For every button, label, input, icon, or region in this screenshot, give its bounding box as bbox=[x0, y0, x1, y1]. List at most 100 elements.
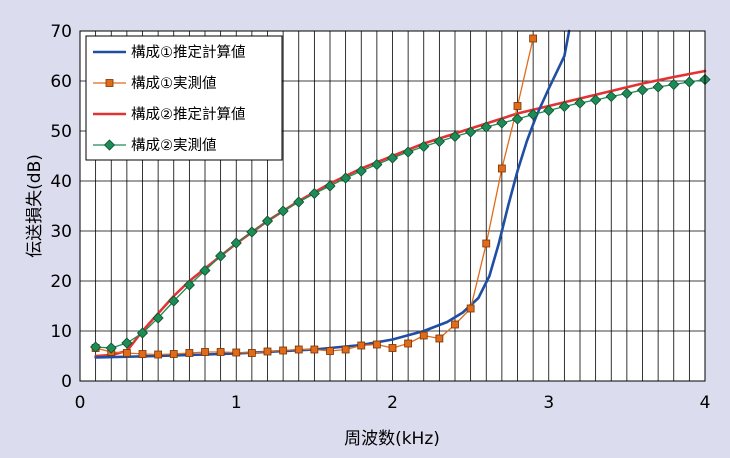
data-point bbox=[386, 152, 399, 164]
x-tick-label: 2 bbox=[387, 393, 398, 413]
data-point bbox=[621, 87, 633, 100]
data-point bbox=[404, 339, 413, 348]
y-tick-labels: 0 10 20 30 40 50 60 70 bbox=[50, 22, 72, 392]
data-point bbox=[465, 126, 477, 138]
data-point bbox=[497, 164, 506, 173]
y-tick-label: 10 bbox=[50, 322, 72, 342]
x-tick-label: 1 bbox=[231, 393, 242, 413]
legend-item: 構成②推定計算値 bbox=[93, 106, 246, 123]
data-point bbox=[277, 205, 289, 217]
data-point bbox=[326, 347, 334, 355]
data-point bbox=[324, 180, 336, 192]
x-tick-label: 0 bbox=[75, 393, 86, 413]
data-point bbox=[511, 113, 524, 125]
data-point bbox=[152, 312, 164, 324]
data-point bbox=[341, 345, 350, 354]
data-point bbox=[216, 348, 225, 356]
data-point bbox=[232, 348, 241, 357]
data-point bbox=[388, 344, 397, 352]
data-point bbox=[466, 304, 475, 313]
data-point bbox=[122, 349, 131, 357]
data-point bbox=[480, 121, 492, 133]
series-2 bbox=[91, 34, 538, 359]
data-point bbox=[636, 84, 649, 96]
data-point bbox=[185, 349, 194, 357]
data-point bbox=[308, 187, 320, 200]
data-point bbox=[451, 320, 459, 329]
data-point bbox=[261, 215, 274, 227]
series-layer bbox=[90, 29, 711, 359]
data-point bbox=[199, 264, 211, 277]
data-point bbox=[154, 350, 163, 359]
data-point bbox=[169, 350, 178, 358]
data-point bbox=[402, 146, 414, 158]
data-point bbox=[435, 334, 444, 343]
legend-item: 構成②実測値 bbox=[93, 137, 217, 154]
data-point bbox=[121, 337, 133, 349]
x-tick-labels: 0 1 2 3 4 bbox=[75, 393, 711, 413]
data-point bbox=[310, 345, 319, 354]
data-point bbox=[418, 140, 430, 153]
data-point bbox=[668, 78, 680, 91]
data-point bbox=[543, 104, 555, 117]
data-point bbox=[279, 346, 288, 355]
data-point bbox=[419, 331, 428, 340]
legend-item: 構成①実測値 bbox=[93, 75, 217, 92]
data-point bbox=[371, 158, 383, 171]
y-tick-label: 20 bbox=[50, 272, 72, 292]
data-point bbox=[357, 341, 366, 350]
data-point bbox=[574, 97, 586, 109]
data-point bbox=[294, 345, 303, 354]
data-point bbox=[590, 94, 602, 106]
data-point bbox=[355, 165, 367, 177]
y-tick-label: 70 bbox=[50, 22, 72, 42]
data-point bbox=[103, 139, 116, 151]
data-point bbox=[527, 108, 539, 121]
data-point bbox=[105, 79, 114, 87]
data-point bbox=[138, 350, 147, 358]
data-point bbox=[201, 348, 209, 356]
plot-border bbox=[79, 30, 706, 382]
y-tick-label: 30 bbox=[50, 222, 72, 242]
data-point bbox=[230, 237, 242, 249]
series-4 bbox=[90, 73, 711, 354]
legend-box bbox=[85, 35, 283, 161]
data-point bbox=[529, 34, 538, 43]
data-point bbox=[263, 347, 272, 356]
legend-label: 構成①実測値 bbox=[131, 75, 217, 92]
legend-label: 構成①推定計算値 bbox=[131, 44, 246, 61]
y-axis-title: 伝送損失(dB) bbox=[25, 154, 45, 258]
data-point bbox=[449, 130, 461, 143]
data-point bbox=[246, 226, 258, 238]
data-point bbox=[183, 279, 195, 291]
data-point bbox=[90, 341, 102, 353]
x-tick-label: 3 bbox=[543, 393, 554, 413]
data-point bbox=[215, 250, 227, 262]
data-point bbox=[372, 340, 381, 349]
data-point bbox=[482, 239, 491, 248]
data-point bbox=[247, 349, 256, 357]
data-point bbox=[683, 76, 695, 88]
x-tick-label: 4 bbox=[700, 393, 711, 413]
data-point bbox=[136, 327, 149, 339]
x-axis-title: 周波数(kHz) bbox=[344, 429, 440, 449]
data-point bbox=[105, 342, 117, 354]
legend-label: 構成②推定計算値 bbox=[131, 106, 246, 123]
y-tick-label: 60 bbox=[50, 72, 72, 92]
data-point bbox=[340, 172, 352, 184]
y-tick-label: 50 bbox=[50, 122, 72, 142]
data-point bbox=[168, 295, 180, 307]
legend-label: 構成②実測値 bbox=[131, 137, 217, 154]
data-point bbox=[293, 196, 305, 208]
data-point bbox=[433, 135, 445, 148]
data-point bbox=[652, 81, 664, 93]
data-point bbox=[513, 102, 522, 110]
data-point bbox=[558, 100, 570, 113]
legend-item: 構成①推定計算値 bbox=[93, 44, 246, 61]
series-line bbox=[94, 78, 706, 349]
data-point bbox=[496, 117, 508, 129]
data-point bbox=[605, 90, 617, 103]
y-tick-label: 40 bbox=[50, 172, 72, 192]
